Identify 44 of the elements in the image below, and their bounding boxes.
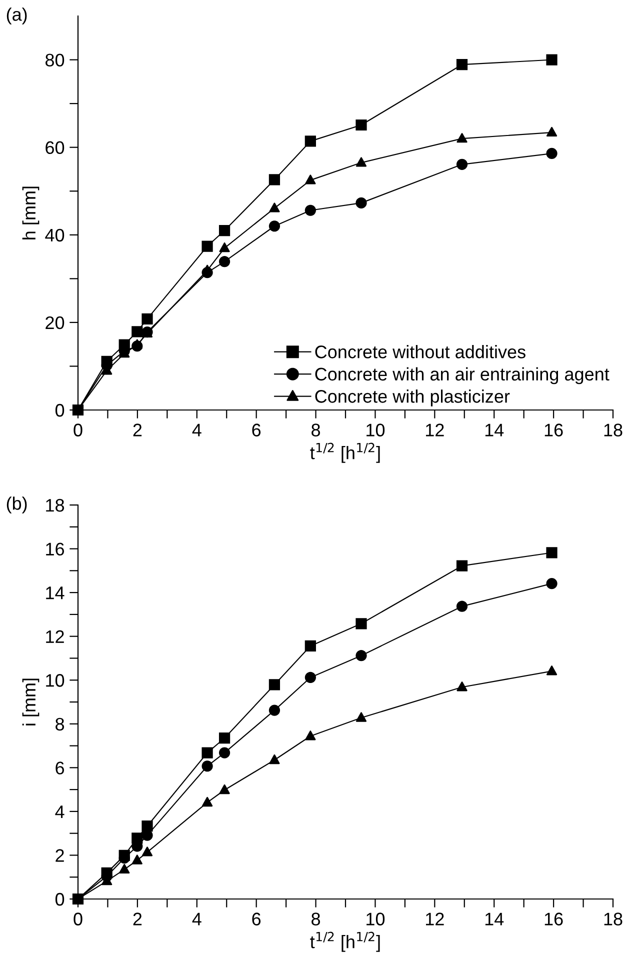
y-tick-label: 20: [46, 316, 64, 330]
x-tick-label: 10: [366, 912, 385, 926]
y-tick-label: 18: [46, 498, 64, 512]
x-tick-label: 8: [312, 912, 320, 926]
y-tick-label: 0: [55, 892, 64, 906]
x-tick-label: 2: [133, 424, 142, 436]
y-axis-title: i [mm]: [22, 678, 40, 726]
y-tick-label: 40: [45, 228, 64, 242]
y-tick-label: 10: [46, 674, 64, 687]
x-tick-label: 18: [604, 424, 622, 436]
y-tick-label: 12: [46, 630, 64, 643]
x-tick-label: 16: [544, 424, 563, 436]
y-tick-label: 4: [55, 806, 64, 818]
legend-label: Concrete with plasticizer: [315, 390, 510, 406]
x-tick-label: 12: [426, 912, 444, 926]
y-axis-title: h [mm]: [22, 186, 40, 240]
x-tick-label: 12: [426, 424, 444, 436]
y-tick-label: 6: [56, 762, 64, 774]
x-tick-label: 10: [366, 424, 385, 436]
y-tick-label: 80: [46, 54, 64, 66]
chart-title: (a): [6, 8, 27, 24]
x-tick-label: 4: [192, 912, 202, 926]
y-tick-label: 2: [56, 849, 64, 862]
y-tick-label: 16: [46, 542, 64, 556]
x-tick-label: 4: [192, 424, 202, 436]
legend-label: Concrete with an air entraining agent: [315, 367, 610, 384]
x-axis-title: t$^{1/2}$ [h$^{1/2}$]: [310, 442, 380, 463]
x-tick-label: 14: [485, 912, 504, 926]
x-tick-label: 2: [133, 912, 142, 926]
x-tick-label: 6: [252, 912, 261, 926]
x-tick-label: 18: [604, 912, 622, 926]
y-tick-label: 0: [55, 404, 64, 417]
y-tick-label: 8: [56, 718, 64, 731]
legend-label: Concrete without additives: [315, 345, 526, 358]
y-tick-label: 60: [46, 141, 64, 154]
x-axis-title: t$^{1/2}$ [h$^{1/2}$]: [310, 932, 380, 952]
x-tick-label: 16: [544, 912, 563, 926]
x-tick-label: 6: [252, 424, 261, 436]
x-tick-label: 8: [312, 424, 320, 436]
x-tick-label: 14: [485, 424, 504, 436]
chart-title: (b): [6, 496, 27, 514]
x-tick-label: 0: [74, 424, 82, 436]
y-tick-label: 14: [46, 586, 64, 600]
x-tick-label: 0: [74, 912, 82, 926]
